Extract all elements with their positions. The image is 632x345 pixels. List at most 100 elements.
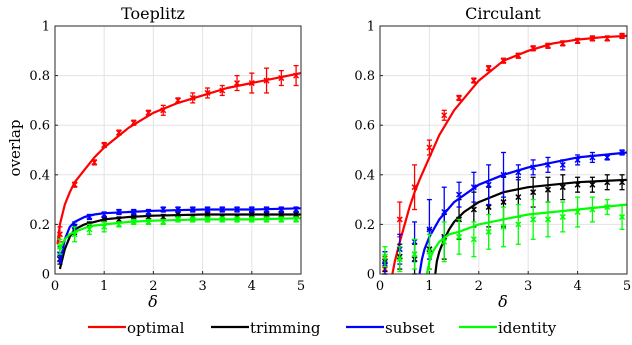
data-point [160, 218, 167, 225]
y-tick-label: 0 [367, 268, 375, 283]
x-tick-label: 0 [376, 279, 384, 294]
data-point [189, 216, 196, 223]
data-point [530, 45, 537, 52]
data-point [559, 40, 566, 47]
data-point [115, 216, 122, 223]
data-point [544, 216, 551, 223]
x-tick-label: 2 [149, 279, 157, 294]
data-point [589, 206, 596, 213]
data-point [145, 213, 152, 220]
y-tick-label: 0 [42, 268, 50, 283]
data-point [174, 216, 182, 223]
data-point [234, 216, 241, 223]
data-point [86, 213, 93, 220]
data-point [160, 206, 167, 213]
chart-title: Toeplitz [121, 4, 185, 23]
series-line [58, 217, 302, 250]
data-point [174, 206, 182, 213]
data-point [248, 80, 255, 87]
y-axis-label: overlap [6, 120, 24, 177]
data-point [470, 184, 477, 191]
data-point [381, 253, 388, 260]
data-point [589, 154, 596, 161]
data-point [71, 231, 78, 238]
data-point [470, 236, 477, 243]
data-point [204, 206, 211, 213]
data-point [234, 80, 241, 87]
data-point [544, 42, 551, 49]
data-point [145, 208, 152, 216]
series-identity [56, 216, 302, 255]
data-point [574, 37, 581, 44]
series-subset [381, 149, 628, 275]
data-point [411, 251, 418, 258]
y-tick-label: 0.4 [29, 168, 50, 183]
x-tick-label: 4 [573, 279, 581, 294]
data-point [530, 216, 537, 223]
data-point [619, 32, 626, 39]
data-point [278, 75, 285, 82]
data-point [145, 109, 152, 116]
y-tick-label: 1 [367, 20, 375, 35]
series-subset [56, 206, 302, 265]
data-point [101, 211, 108, 218]
data-point [56, 243, 63, 250]
data-point [293, 206, 300, 213]
data-point [234, 206, 241, 213]
data-point [115, 208, 122, 216]
legend: optimal trimming subset identity [88, 319, 557, 337]
plot-frame [379, 25, 628, 275]
series-line [425, 203, 628, 275]
data-point [470, 206, 477, 213]
data-point [293, 216, 300, 223]
data-point [115, 129, 122, 136]
data-point [456, 191, 463, 198]
series-line [58, 207, 302, 265]
data-point [485, 65, 492, 72]
data-point [441, 112, 448, 119]
data-point [91, 159, 98, 166]
x-axis-label: δ [498, 292, 508, 311]
data-point [604, 179, 611, 186]
data-point [396, 256, 403, 263]
circulant-panel: Circulant δ 0 1 2 3 4 5 0 0.2 0.4 0.6 0.8 1 [354, 4, 631, 311]
data-point [101, 223, 108, 230]
x-tick-label: 5 [623, 279, 631, 294]
x-tick-label: 2 [475, 279, 483, 294]
data-point [293, 72, 300, 79]
toeplitz-panel: Toeplitz overlap δ 0 1 2 3 4 5 0 0.2 0.4 0.6 0.8 1 [6, 4, 305, 311]
data-point [130, 218, 137, 225]
data-point [411, 184, 418, 191]
data-point [101, 216, 108, 223]
data-point [559, 184, 566, 191]
data-point [515, 169, 522, 176]
data-point [263, 77, 270, 84]
x-tick-label: 3 [198, 279, 206, 294]
data-point [500, 223, 507, 230]
data-point [456, 94, 463, 101]
y-tick-label: 0.8 [29, 69, 50, 84]
data-point [544, 161, 551, 168]
data-point [130, 213, 137, 220]
data-point [604, 204, 611, 211]
series-optimal [56, 65, 302, 245]
x-tick-label: 5 [297, 279, 305, 294]
series-line [58, 213, 301, 270]
data-point [160, 213, 167, 220]
data-point [559, 213, 566, 220]
y-tick-label: 0.6 [354, 119, 375, 134]
data-point [515, 221, 522, 228]
data-point [263, 206, 270, 213]
data-point [130, 208, 137, 216]
data-point [174, 97, 182, 104]
data-point [619, 149, 626, 156]
data-point [530, 189, 537, 196]
data-point [396, 216, 403, 223]
data-point [189, 206, 196, 213]
data-point [219, 87, 226, 94]
data-point [530, 164, 537, 171]
data-point [559, 161, 566, 168]
data-point [263, 211, 270, 218]
data-point [426, 226, 433, 233]
y-tick-label: 1 [42, 20, 50, 35]
